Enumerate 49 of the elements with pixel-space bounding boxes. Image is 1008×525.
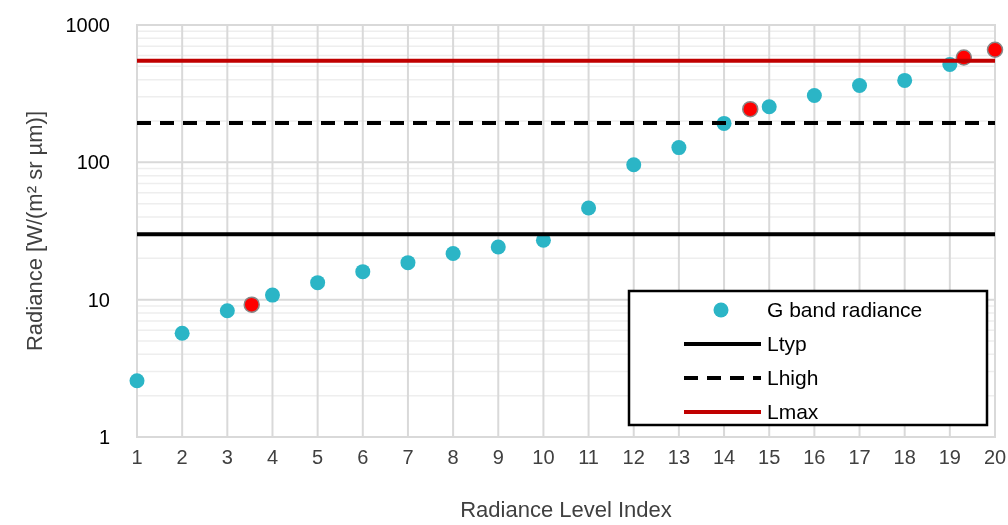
point <box>986 41 1004 59</box>
x-tick-label: 17 <box>848 446 871 468</box>
x-tick-label: 7 <box>402 446 414 468</box>
point <box>129 373 145 389</box>
point <box>243 296 260 313</box>
x-tick-label: 2 <box>176 446 188 468</box>
x-tick-label: 19 <box>938 446 961 468</box>
point <box>445 245 461 261</box>
x-tick-label: 16 <box>803 446 826 468</box>
x-tick-label: 5 <box>312 446 324 468</box>
x-tick-label: 1 <box>131 446 143 468</box>
point <box>761 99 777 115</box>
point <box>741 100 759 118</box>
x-tick-label: 15 <box>758 446 781 468</box>
point <box>581 200 597 216</box>
x-tick-label: 13 <box>667 446 691 468</box>
y-tick-label: 10 <box>87 288 110 311</box>
point <box>852 77 868 93</box>
point <box>174 325 190 341</box>
legend-label: G band radiance <box>767 298 923 321</box>
x-axis-title: Radiance Level Index <box>460 497 672 522</box>
x-tick-label: 11 <box>578 446 599 468</box>
x-tick-label: 3 <box>221 446 233 468</box>
x-tick-label: 8 <box>447 446 459 468</box>
y-tick-label: 100 <box>76 151 110 174</box>
legend-label: Lmax <box>767 400 819 423</box>
x-tick-label: 6 <box>357 446 369 468</box>
point <box>806 87 822 103</box>
point <box>897 72 913 88</box>
point <box>310 275 326 291</box>
point <box>219 303 235 319</box>
x-tick-label: 12 <box>622 446 645 468</box>
y-axis-title: Radiance [W/(m² sr µm)] <box>22 110 47 352</box>
x-tick-label: 9 <box>492 446 504 468</box>
y-tick-label: 1 <box>98 426 110 448</box>
x-tick-label: 14 <box>712 446 736 468</box>
legend-label: Lhigh <box>767 366 819 389</box>
y-tick-label: 1000 <box>65 14 110 36</box>
point <box>355 264 371 280</box>
x-tick-label: 20 <box>983 446 1007 468</box>
x-tick-label: 18 <box>893 446 916 468</box>
point <box>264 287 280 303</box>
x-tick-label: 4 <box>266 446 279 468</box>
point <box>671 140 687 156</box>
point <box>490 239 506 255</box>
point <box>400 255 416 271</box>
x-tick-label: 10 <box>532 446 555 468</box>
point <box>626 157 642 173</box>
legend-label: Ltyp <box>767 332 807 355</box>
